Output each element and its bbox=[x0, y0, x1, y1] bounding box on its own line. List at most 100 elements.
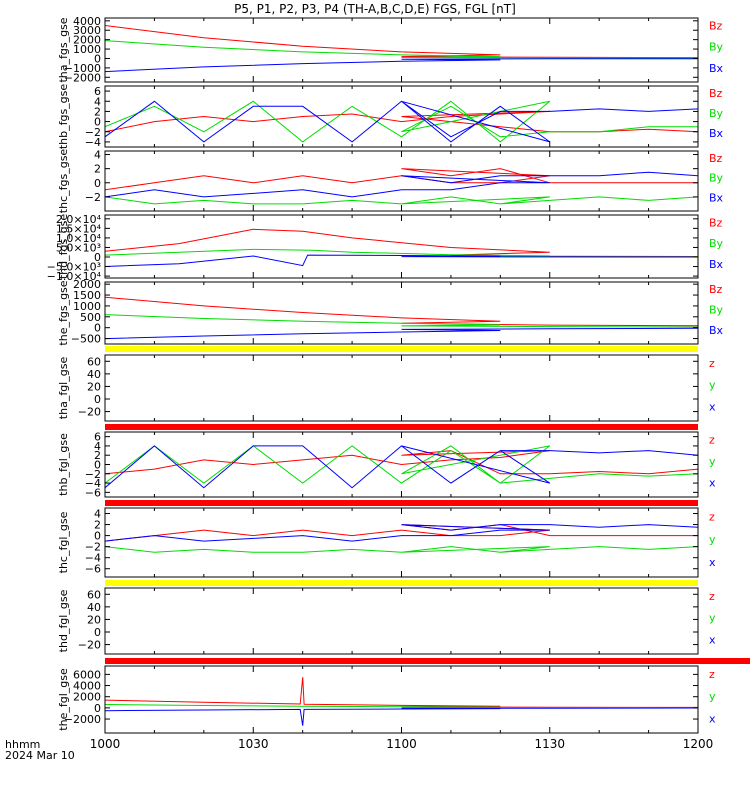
legend-entry: By bbox=[709, 41, 724, 54]
legend-entry: x bbox=[709, 556, 716, 569]
legend-entry: Bz bbox=[709, 216, 723, 229]
legend-entry: Bx bbox=[709, 127, 724, 140]
y-tick-label: −2000 bbox=[64, 713, 101, 726]
y-tick-label: −20 bbox=[78, 639, 101, 652]
legend-entry: Bx bbox=[709, 191, 724, 204]
y-tick-label: −2 bbox=[85, 191, 101, 204]
y-tick-label: −2000 bbox=[64, 71, 101, 84]
mode-bar-segment bbox=[105, 500, 698, 506]
y-axis-label: tha_fgs_gse bbox=[57, 17, 70, 82]
series-z-line bbox=[105, 450, 698, 475]
legend-entry: x bbox=[709, 712, 716, 725]
panel-frame bbox=[104, 507, 699, 578]
x-axis-unit-label: hhmm bbox=[5, 738, 40, 751]
legend-entry: y bbox=[709, 455, 716, 468]
legend-entry: By bbox=[709, 304, 724, 317]
legend-entry: y bbox=[709, 379, 716, 392]
legend-entry: x bbox=[709, 633, 716, 646]
y-tick-label: 2 bbox=[94, 105, 101, 118]
x-tick-label: 1200 bbox=[683, 737, 714, 751]
y-axis-label: thc_fgl_gse bbox=[57, 511, 70, 573]
mode-bars bbox=[105, 346, 750, 664]
y-tick-label: 0 bbox=[94, 177, 101, 190]
panel-thc_fgs_gse: −2024 thc_fgs_gse Bz By Bx bbox=[57, 149, 724, 214]
y-tick-label: 4 bbox=[94, 149, 101, 162]
y-tick-label: 6 bbox=[94, 85, 101, 98]
y-tick-label: −1000 bbox=[64, 62, 101, 75]
series-y-line bbox=[105, 445, 698, 484]
y-tick-label: −20 bbox=[78, 406, 101, 419]
y-tick-label: −2 bbox=[85, 126, 101, 139]
legend-entry: By bbox=[709, 107, 724, 120]
series-Bz-line bbox=[105, 106, 698, 133]
series-y-line bbox=[105, 541, 698, 553]
legend-entry: Bx bbox=[709, 324, 724, 337]
panel-frame bbox=[104, 587, 699, 655]
series-Bx-line bbox=[105, 171, 698, 198]
legend-entry: By bbox=[709, 172, 724, 185]
series-z-line bbox=[105, 677, 698, 708]
y-tick-label: 5.0×10³ bbox=[56, 241, 101, 254]
series-Bz-line bbox=[105, 296, 698, 327]
legend-entry: Bz bbox=[709, 87, 723, 100]
y-tick-label: −4 bbox=[85, 552, 101, 565]
y-tick-label: 1.0×10⁴ bbox=[56, 232, 102, 245]
legend-entry: z bbox=[709, 434, 715, 447]
y-tick-label: 0 bbox=[94, 459, 101, 472]
y-tick-label: 1.5×10⁴ bbox=[56, 222, 102, 235]
series-x-line bbox=[105, 707, 698, 726]
y-axis-label: thd_fgs_gse bbox=[57, 214, 70, 280]
y-axis-label: thb_fgl_gse bbox=[57, 433, 70, 496]
y-tick-label: −1.0×10⁴ bbox=[47, 270, 102, 283]
y-tick-label: 20 bbox=[87, 380, 101, 393]
y-tick-label: 2 bbox=[94, 449, 101, 462]
y-axis-label: thb_fgs_gse bbox=[57, 84, 70, 150]
y-tick-label: 2.0×10⁴ bbox=[56, 213, 102, 226]
y-tick-label: −6 bbox=[85, 486, 101, 499]
mode-bar-segment bbox=[105, 346, 698, 352]
series-By-line bbox=[105, 40, 698, 59]
y-tick-label: 1000 bbox=[73, 300, 101, 313]
y-tick-label: 4 bbox=[94, 508, 101, 521]
series-Bz-line bbox=[105, 168, 698, 191]
y-tick-label: 1000 bbox=[73, 43, 101, 56]
legend-entry: x bbox=[709, 400, 716, 413]
y-axis-label: thd_fgl_gse bbox=[57, 589, 70, 652]
series-By-line bbox=[105, 248, 698, 258]
series-x-line bbox=[105, 524, 698, 542]
mode-bar-segment bbox=[105, 580, 698, 586]
y-tick-label: 40 bbox=[87, 368, 101, 381]
x-tick-label: 1030 bbox=[238, 737, 269, 751]
legend-entry: y bbox=[709, 690, 716, 703]
y-tick-label: −2 bbox=[85, 468, 101, 481]
series-x-line bbox=[105, 445, 698, 489]
y-tick-label: 2 bbox=[94, 519, 101, 532]
series-Bz-line bbox=[105, 228, 698, 258]
y-tick-label: −6 bbox=[85, 563, 101, 576]
panel-frame bbox=[104, 150, 699, 212]
y-tick-label: 0 bbox=[94, 702, 101, 715]
y-tick-label: 0 bbox=[94, 251, 101, 264]
series-Bx-line bbox=[105, 58, 698, 73]
x-axis: 1000 1030 1100 1130 1200 bbox=[90, 737, 714, 751]
y-tick-label: 2000 bbox=[73, 34, 101, 47]
y-tick-label: −500 bbox=[71, 333, 101, 346]
y-tick-label: 1500 bbox=[73, 289, 101, 302]
x-tick-label: 1100 bbox=[386, 737, 417, 751]
series-By-line bbox=[105, 189, 698, 205]
y-tick-label: 3000 bbox=[73, 24, 101, 37]
series-By-line bbox=[105, 314, 698, 328]
legend-entry: Bz bbox=[709, 20, 723, 33]
y-tick-label: 60 bbox=[87, 355, 101, 368]
legend-entry: z bbox=[709, 668, 715, 681]
mode-bar-segment bbox=[105, 658, 750, 664]
y-tick-label: 20 bbox=[87, 613, 101, 626]
y-tick-label: 4000 bbox=[73, 680, 101, 693]
y-tick-label: 0 bbox=[94, 52, 101, 65]
panel-frame bbox=[104, 354, 699, 422]
y-tick-label: 60 bbox=[87, 588, 101, 601]
panel-frame bbox=[104, 281, 699, 345]
